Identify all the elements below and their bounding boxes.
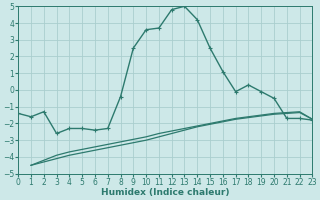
X-axis label: Humidex (Indice chaleur): Humidex (Indice chaleur) [101, 188, 229, 197]
